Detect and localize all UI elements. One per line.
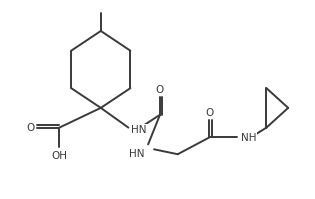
Text: NH: NH xyxy=(241,134,256,143)
Text: OH: OH xyxy=(51,151,67,161)
Text: O: O xyxy=(205,108,213,118)
Text: HN: HN xyxy=(131,125,147,135)
Text: O: O xyxy=(27,123,35,133)
Text: O: O xyxy=(156,85,164,95)
Text: HN: HN xyxy=(129,149,144,159)
